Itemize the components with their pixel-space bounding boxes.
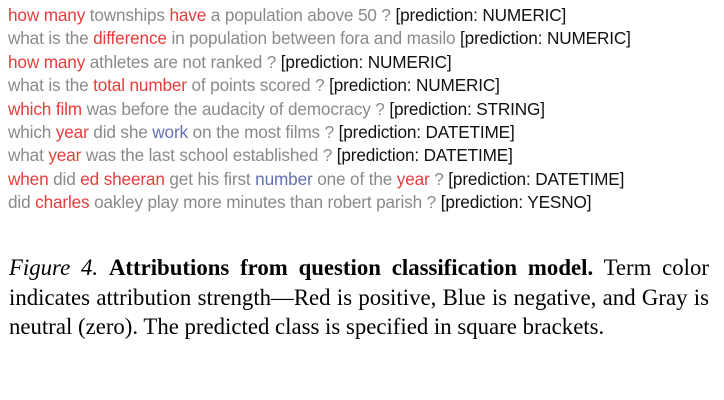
- attribution-line: what year was the last school establishe…: [8, 144, 720, 167]
- prediction-label: [prediction: NUMERIC]: [280, 51, 452, 72]
- token-positive: difference: [93, 28, 167, 49]
- token-neutral: did she: [88, 122, 153, 143]
- token-neutral: which: [8, 122, 56, 143]
- token-neutral: in population between fora and masilo: [166, 28, 461, 49]
- token-positive: ed sheeran: [80, 168, 165, 189]
- token-neutral: on the most films ?: [188, 122, 339, 143]
- attribution-examples: how many townships have a population abo…: [8, 4, 720, 215]
- token-neutral: of points scored ?: [186, 75, 330, 96]
- token-neutral: townships: [85, 5, 170, 25]
- token-neutral: one of the: [312, 168, 397, 189]
- figure-title: Attributions from question classificatio…: [108, 255, 594, 280]
- attribution-line: how many athletes are not ranked ? [pred…: [8, 51, 720, 74]
- token-neutral: a population above 50 ?: [206, 5, 396, 25]
- token-positive: charles: [35, 192, 90, 213]
- prediction-label: [prediction: STRING]: [389, 98, 545, 119]
- attribution-line: how many townships have a population abo…: [8, 4, 720, 27]
- token-positive: year: [55, 122, 89, 143]
- token-positive: year: [396, 168, 430, 189]
- token-positive: have: [169, 5, 207, 25]
- token-negative: work: [152, 122, 188, 143]
- token-positive: total number: [93, 75, 187, 96]
- attribution-line: which year did she work on the most film…: [8, 121, 720, 144]
- attribution-line: what is the difference in population bet…: [8, 27, 720, 50]
- figure-caption: Figure 4. Attributions from question cla…: [9, 253, 709, 342]
- attribution-line: when did ed sheeran get his first number…: [8, 168, 720, 191]
- prediction-label: [prediction: DATETIME]: [338, 122, 515, 143]
- token-neutral: did: [8, 192, 36, 213]
- token-negative: number: [255, 168, 313, 189]
- token-neutral: ?: [429, 168, 449, 189]
- token-neutral: athletes are not ranked ?: [85, 51, 281, 72]
- prediction-label: [prediction: DATETIME]: [448, 168, 625, 189]
- token-positive: how many: [8, 5, 86, 25]
- attribution-line: which film was before the audacity of de…: [8, 98, 720, 121]
- token-neutral: get his first: [164, 168, 256, 189]
- prediction-label: [prediction: NUMERIC]: [329, 75, 500, 96]
- attribution-line: what is the total number of points score…: [8, 74, 720, 97]
- attribution-line: did charles oakley play more minutes tha…: [8, 191, 720, 214]
- token-neutral: what is the: [8, 28, 94, 49]
- token-positive: year: [48, 145, 82, 166]
- token-neutral: what: [8, 145, 49, 166]
- token-positive: which film: [8, 98, 82, 119]
- figure-caption-body: Term color indicates attribution strengt…: [9, 255, 709, 339]
- prediction-label: [prediction: YESNO]: [440, 192, 592, 213]
- token-neutral: what is the: [8, 75, 94, 96]
- token-neutral: was before the audacity of democracy ?: [81, 98, 390, 119]
- prediction-label: [prediction: NUMERIC]: [395, 5, 567, 25]
- token-neutral: was the last school established ?: [81, 145, 337, 166]
- token-positive: how many: [8, 51, 86, 72]
- token-neutral: oakley play more minutes than robert par…: [89, 192, 441, 213]
- token-neutral: did: [48, 168, 81, 189]
- token-positive: when: [8, 168, 49, 189]
- figure-label: Figure 4.: [9, 255, 99, 280]
- prediction-label: [prediction: NUMERIC]: [460, 28, 631, 49]
- prediction-label: [prediction: DATETIME]: [336, 145, 513, 166]
